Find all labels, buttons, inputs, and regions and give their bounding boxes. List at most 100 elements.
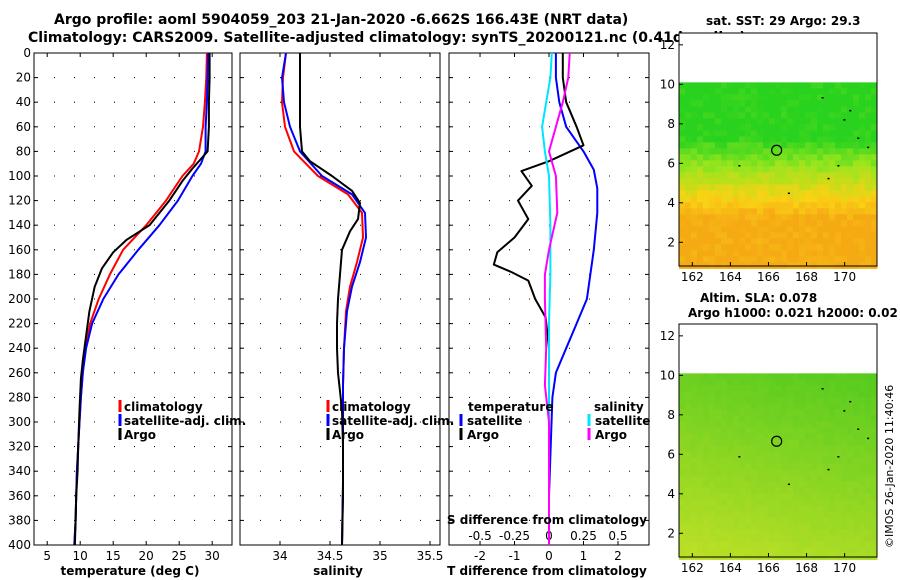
map-cell [853, 196, 860, 203]
map-cell [787, 475, 794, 482]
map-cell [865, 451, 872, 458]
map-cell [721, 415, 728, 422]
map-cell [835, 415, 842, 422]
map-cell [817, 391, 824, 398]
map-cell [853, 214, 860, 221]
map-cell [847, 94, 854, 101]
map-cell [853, 250, 860, 257]
map-cell [721, 226, 728, 233]
map-cell [811, 409, 818, 416]
map-cell [679, 523, 686, 530]
map-cell [811, 421, 818, 428]
map-cell [847, 397, 854, 404]
map-cell [715, 136, 722, 143]
map-cell [823, 106, 830, 113]
map-cell [679, 94, 686, 101]
map-cell [829, 439, 836, 446]
map-cell [805, 94, 812, 101]
map-cell [793, 421, 800, 428]
map-cell [709, 202, 716, 209]
map-cell [769, 523, 776, 530]
map-cell [829, 160, 836, 167]
map-cell [811, 166, 818, 173]
map-cell [829, 517, 836, 524]
map-cell [823, 214, 830, 221]
map-cell [739, 493, 746, 500]
map-cell [865, 415, 872, 422]
map-cell [727, 475, 734, 482]
map-cell [787, 154, 794, 161]
map-cell [763, 202, 770, 209]
map-cell [787, 238, 794, 245]
map-cell [709, 385, 716, 392]
island-mark [738, 456, 741, 458]
map-cell [685, 220, 692, 227]
x-tick-label: 164 [719, 270, 742, 284]
map-cell [829, 427, 836, 434]
map-cell [871, 427, 878, 434]
map-cell [853, 379, 860, 386]
map-cell [745, 397, 752, 404]
map-cell [721, 220, 728, 227]
map-cell [703, 166, 710, 173]
map-cell [697, 244, 704, 251]
map-cell [757, 100, 764, 107]
map-cell [703, 463, 710, 470]
map-cell [745, 190, 752, 197]
map-cell [823, 457, 830, 464]
map-cell [781, 505, 788, 512]
map-cell [865, 505, 872, 512]
map-cell [703, 397, 710, 404]
map-cell [709, 94, 716, 101]
map-cell [865, 547, 872, 554]
argo-position-marker [771, 435, 783, 447]
map-cell [853, 505, 860, 512]
map-cell [853, 142, 860, 149]
map-cell [775, 373, 782, 380]
map-cell [697, 487, 704, 494]
map-cell [775, 250, 782, 257]
map-cell [823, 166, 830, 173]
map-cell [787, 184, 794, 191]
map-cell [715, 541, 722, 548]
map-cell [775, 136, 782, 143]
map-cell [859, 94, 866, 101]
map-cell [823, 403, 830, 410]
y-tick-label: 160 [8, 243, 31, 257]
map-cell [871, 451, 878, 458]
map-cell [871, 136, 878, 143]
map-cell [757, 220, 764, 227]
map-cell [685, 166, 692, 173]
map-cell [763, 256, 770, 263]
map-cell [781, 124, 788, 131]
map-cell [859, 535, 866, 542]
map-cell [853, 523, 860, 530]
map-cell [721, 178, 728, 185]
map-cell [829, 523, 836, 530]
map-cell [745, 391, 752, 398]
legend-s-argo-label: Argo [595, 428, 627, 442]
map-cell [733, 463, 740, 470]
map-cell [817, 535, 824, 542]
map-cell [823, 397, 830, 404]
map-cell [733, 82, 740, 89]
map-cell [799, 148, 806, 155]
figure-title-line-1: Argo profile: aoml 5904059_203 21-Jan-20… [54, 12, 628, 28]
map-cell [781, 391, 788, 398]
map-cell [871, 196, 878, 203]
map-cell [805, 451, 812, 458]
map-cell [823, 160, 830, 167]
map-cell [781, 256, 788, 263]
map-cell [871, 445, 878, 452]
map-cell [805, 505, 812, 512]
map-cell [679, 190, 686, 197]
map-cell [721, 100, 728, 107]
map-cell [685, 469, 692, 476]
map-cell [733, 469, 740, 476]
map-cell [763, 493, 770, 500]
map-cell [811, 196, 818, 203]
map-cell [835, 214, 842, 221]
map-cell [739, 136, 746, 143]
map-cell [721, 547, 728, 554]
y-tick-label: 8 [667, 408, 675, 422]
